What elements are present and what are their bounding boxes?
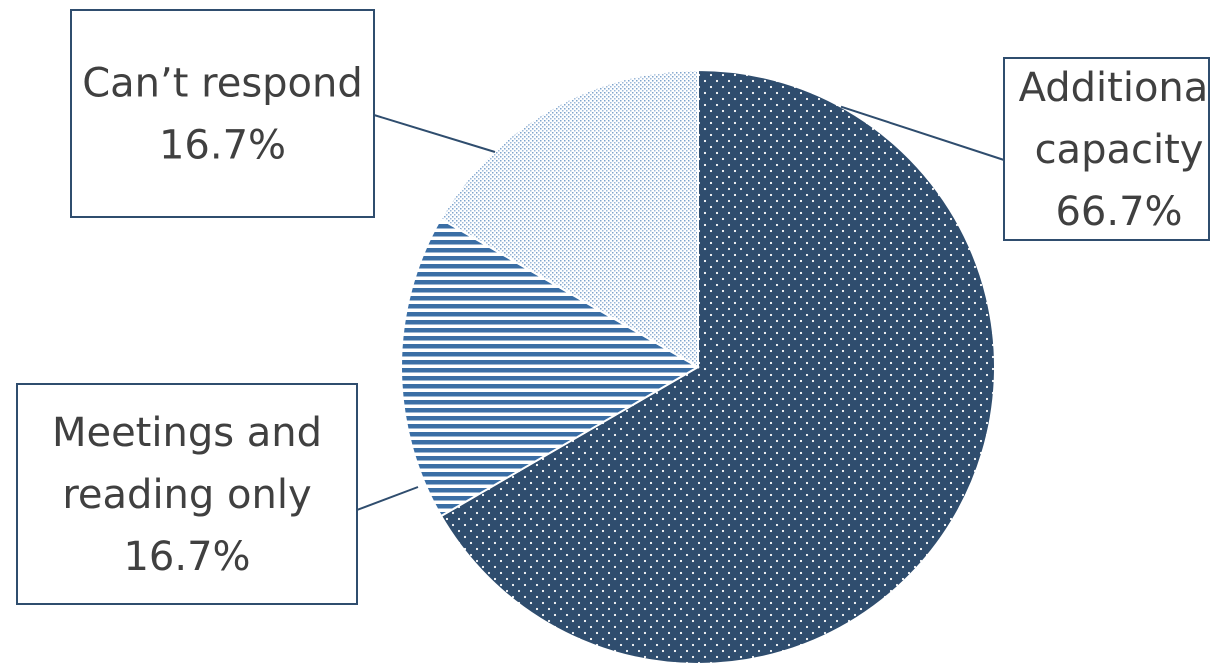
data-label-category: Additional bbox=[1019, 65, 1210, 111]
data-label-category: Meetings and bbox=[52, 410, 322, 456]
pie-slices bbox=[400, 68, 996, 663]
data-label-category: Can’t respond bbox=[82, 61, 363, 107]
data-label-value: 16.7% bbox=[159, 123, 286, 169]
leader-line bbox=[356, 486, 419, 511]
data-label-value: 66.7% bbox=[1055, 189, 1182, 235]
leader-line bbox=[840, 105, 1005, 161]
slice-meetings-and-reading-only bbox=[400, 217, 700, 518]
callouts: Additional capacity 66.7% Meetings and readi… bbox=[16, 9, 1210, 605]
data-label-callout: Additional capacity 66.7% bbox=[1003, 57, 1210, 241]
data-label-category: capacity bbox=[1035, 127, 1204, 173]
data-label-callout: Can’t respond 16.7% bbox=[70, 9, 375, 218]
callout-box bbox=[16, 383, 358, 605]
data-label-value: 16.7% bbox=[123, 534, 250, 580]
callout-box bbox=[70, 9, 375, 218]
leader-line bbox=[373, 114, 496, 153]
callout-box bbox=[1003, 57, 1210, 241]
slice-cant-respond bbox=[439, 68, 699, 369]
data-label-callout: Meetings and reading only 16.7% bbox=[16, 383, 358, 605]
slice-additional-capacity bbox=[439, 68, 996, 663]
data-label-category: reading only bbox=[62, 472, 311, 518]
leader-lines bbox=[356, 105, 1005, 511]
